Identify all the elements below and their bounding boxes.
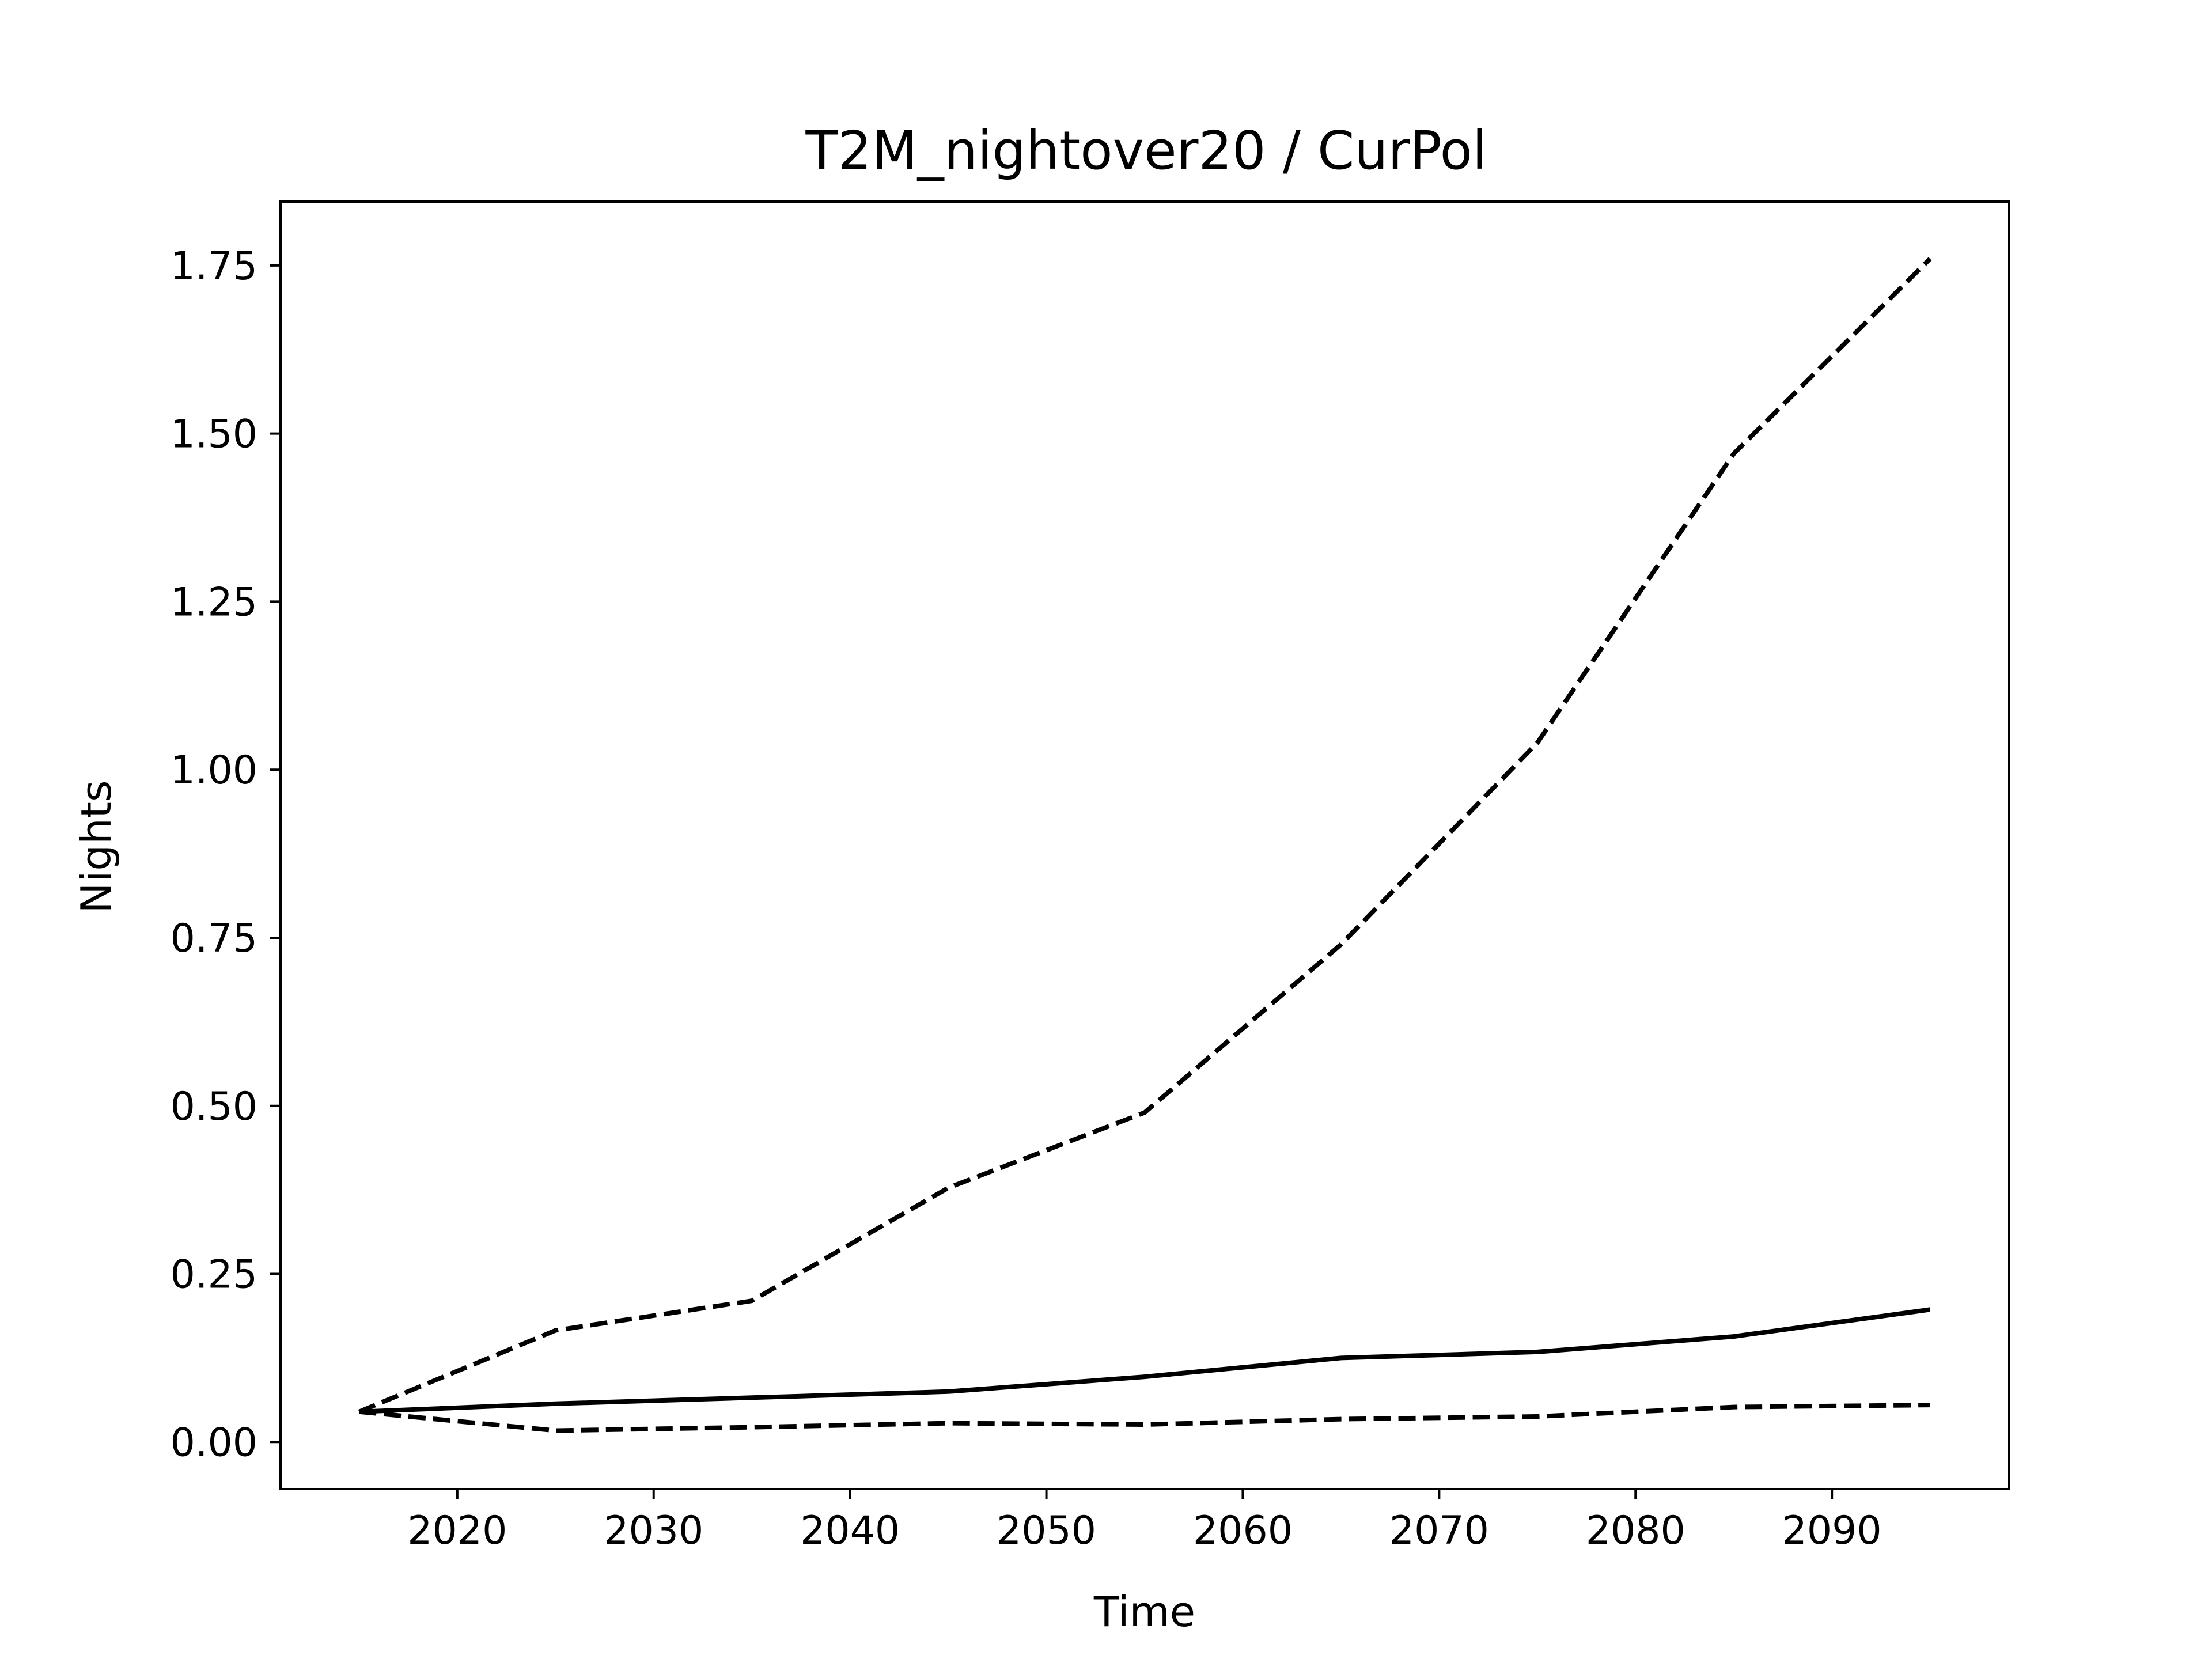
y-axis-label: Nights — [72, 781, 120, 914]
x-tick-label: 2020 — [407, 1508, 507, 1554]
y-tick-label: 1.25 — [171, 579, 257, 625]
series-line-2 — [358, 257, 1932, 1414]
plot-frame — [279, 200, 2010, 1490]
y-axis: 0.00 0.25 0.50 0.75 1.00 1.25 1.50 1.75 — [171, 244, 281, 1465]
y-tick-label: 0.50 — [171, 1084, 257, 1130]
x-tick-label: 2070 — [1389, 1508, 1489, 1554]
x-axis: 2020 2030 2040 2050 2060 2070 2080 2090 — [407, 1489, 1882, 1554]
x-tick-label: 2030 — [604, 1508, 703, 1554]
y-tick-label: 1.75 — [171, 244, 257, 289]
y-tick-label: 1.00 — [171, 748, 257, 793]
x-axis-label: Time — [1093, 1588, 1195, 1636]
x-tick-label: 2090 — [1782, 1508, 1882, 1554]
y-tick-label: 1.50 — [171, 412, 257, 457]
chart-title: T2M_nightover20 / CurPol — [805, 120, 1487, 181]
y-tick-label: 0.75 — [171, 916, 257, 961]
series-line-1 — [359, 1307, 1931, 1414]
x-tick-label: 2040 — [800, 1508, 900, 1554]
series-line-3 — [359, 1403, 1930, 1433]
y-tick-label: 0.25 — [171, 1252, 257, 1298]
x-tick-label: 2060 — [1193, 1508, 1293, 1554]
series-layer — [358, 257, 1932, 1433]
y-tick-label: 0.00 — [171, 1420, 257, 1465]
x-tick-label: 2050 — [997, 1508, 1096, 1554]
x-tick-label: 2080 — [1586, 1508, 1685, 1554]
